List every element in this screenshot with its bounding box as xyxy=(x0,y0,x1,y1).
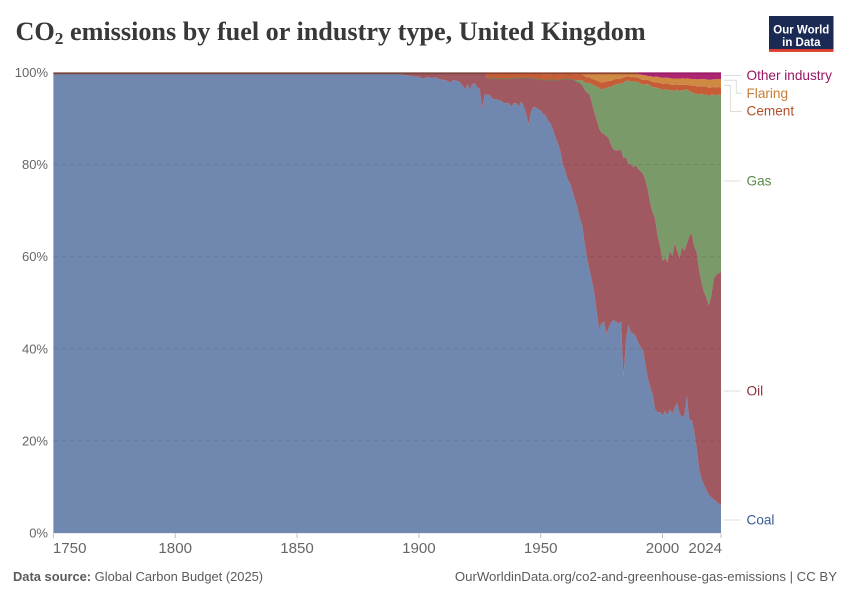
svg-text:Data source: Global Carbon Bud: Data source: Global Carbon Budget (2025) xyxy=(13,569,263,584)
svg-text:1950: 1950 xyxy=(524,540,558,557)
svg-text:Our World: Our World xyxy=(773,25,829,37)
svg-text:1750: 1750 xyxy=(53,540,87,557)
svg-text:80%: 80% xyxy=(22,157,48,172)
svg-text:Other industry: Other industry xyxy=(747,68,833,83)
svg-text:1850: 1850 xyxy=(280,540,314,557)
svg-text:in Data: in Data xyxy=(782,37,821,49)
svg-text:20%: 20% xyxy=(22,433,48,448)
svg-text:0%: 0% xyxy=(29,526,48,541)
svg-text:100%: 100% xyxy=(15,65,49,80)
svg-text:1900: 1900 xyxy=(402,540,436,557)
svg-text:2000: 2000 xyxy=(646,540,680,557)
svg-text:Cement: Cement xyxy=(747,104,795,119)
svg-text:1800: 1800 xyxy=(158,540,192,557)
svg-text:Oil: Oil xyxy=(747,384,764,399)
svg-text:2024: 2024 xyxy=(688,540,722,557)
svg-text:Gas: Gas xyxy=(747,174,772,189)
svg-text:OurWorldinData.org/co2-and-gre: OurWorldinData.org/co2-and-greenhouse-ga… xyxy=(455,569,837,584)
svg-text:40%: 40% xyxy=(22,341,48,356)
svg-text:60%: 60% xyxy=(22,249,48,264)
svg-text:CO2 emissions by fuel or indus: CO2 emissions by fuel or industry type, … xyxy=(16,17,646,48)
svg-text:Coal: Coal xyxy=(747,513,775,528)
svg-text:Flaring: Flaring xyxy=(747,86,789,101)
